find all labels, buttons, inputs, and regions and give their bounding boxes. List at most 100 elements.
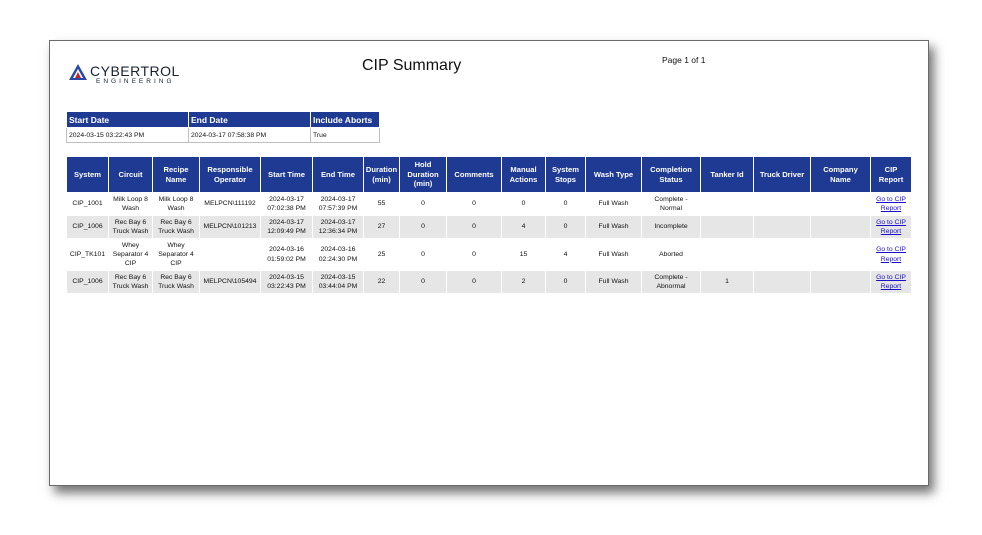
- cell-cip-report: Go to CIP Report: [870, 192, 912, 216]
- cell-manual-actions: 4: [501, 215, 546, 239]
- cell-system: CIP_1001: [66, 192, 109, 216]
- column-header-responsible-operator: Responsible Operator: [199, 156, 261, 193]
- cell-duration: 22: [363, 270, 400, 294]
- page-number: Page 1 of 1: [662, 55, 706, 65]
- cell-system: CIP_1006: [66, 215, 109, 239]
- cell-end-time: 2024-03-17 12:36:34 PM: [312, 215, 364, 239]
- cell-circuit: Rec Bay 6 Truck Wash: [108, 215, 153, 239]
- cell-wash-type: Full Wash: [585, 215, 642, 239]
- table-row: CIP_1006 Rec Bay 6 Truck Wash Rec Bay 6 Tr…: [66, 215, 912, 239]
- param-header-include-aborts: Include Aborts: [310, 111, 380, 128]
- parameters-header-row: Start Date End Date Include Aborts: [66, 111, 380, 128]
- table-header-row: System Circuit Recipe Name Responsible Oper…: [66, 156, 912, 193]
- column-header-tanker-id: Tanker Id: [700, 156, 754, 193]
- column-header-end-time: End Time: [312, 156, 364, 193]
- cell-circuit: Whey Separator 4 CIP: [108, 238, 153, 271]
- cell-start-time: 2024-03-17 12:09:49 PM: [260, 215, 313, 239]
- cell-manual-actions: 15: [501, 238, 546, 271]
- cell-truck-driver: [753, 215, 811, 239]
- cell-cip-report: Go to CIP Report: [870, 270, 912, 294]
- column-header-wash-type: Wash Type: [585, 156, 642, 193]
- cell-completion-status: Incomplete: [641, 215, 701, 239]
- cell-tanker-id: [700, 215, 754, 239]
- cell-hold-duration: 0: [399, 192, 447, 216]
- cell-system-stops: 0: [545, 215, 586, 239]
- cell-start-time: 2024-03-17 07:02:38 PM: [260, 192, 313, 216]
- cell-system: CIP_TK101: [66, 238, 109, 271]
- column-header-system-stops: System Stops: [545, 156, 586, 193]
- cell-end-time: 2024-03-15 03:44:04 PM: [312, 270, 364, 294]
- column-header-start-time: Start Time: [260, 156, 313, 193]
- cell-hold-duration: 0: [399, 270, 447, 294]
- cell-wash-type: Full Wash: [585, 270, 642, 294]
- param-header-end-date: End Date: [188, 111, 311, 128]
- param-start-date: 2024-03-15 03:22:43 PM: [66, 127, 189, 143]
- param-include-aborts: True: [310, 127, 380, 143]
- param-header-start-date: Start Date: [66, 111, 189, 128]
- cell-comments: 0: [446, 238, 502, 271]
- go-to-cip-report-link[interactable]: Go to CIP Report: [876, 218, 906, 235]
- report-title: CIP Summary: [362, 57, 462, 74]
- cell-company-name: [810, 215, 871, 239]
- cell-responsible-operator: MELPCN\105494: [199, 270, 261, 294]
- cell-duration: 25: [363, 238, 400, 271]
- cell-recipe-name: Rec Bay 6 Truck Wash: [152, 215, 200, 239]
- cell-truck-driver: [753, 270, 811, 294]
- cell-duration: 27: [363, 215, 400, 239]
- table-row: CIP_1001 Milk Loop 8 Wash Milk Loop 8 Wash…: [66, 192, 912, 216]
- table-row: CIP_1006 Rec Bay 6 Truck Wash Rec Bay 6 Tr…: [66, 270, 912, 294]
- logo-subtitle: ENGINEERING: [96, 78, 175, 85]
- cell-company-name: [810, 192, 871, 216]
- parameters-table: Start Date End Date Include Aborts 2024-…: [66, 111, 380, 143]
- cell-responsible-operator: MELPCN\111192: [199, 192, 261, 216]
- cell-system-stops: 4: [545, 238, 586, 271]
- cell-comments: 0: [446, 270, 502, 294]
- column-header-comments: Comments: [446, 156, 502, 193]
- cell-hold-duration: 0: [399, 215, 447, 239]
- cell-completion-status: Aborted: [641, 238, 701, 271]
- cell-start-time: 2024-03-16 01:59:02 PM: [260, 238, 313, 271]
- cell-comments: 0: [446, 215, 502, 239]
- cell-truck-driver: [753, 238, 811, 271]
- go-to-cip-report-link[interactable]: Go to CIP Report: [876, 246, 906, 263]
- cell-wash-type: Full Wash: [585, 238, 642, 271]
- logo-triangle-icon: [69, 64, 87, 80]
- cell-cip-report: Go to CIP Report: [870, 215, 912, 239]
- column-header-truck-driver: Truck Driver: [753, 156, 811, 193]
- cell-responsible-operator: [199, 238, 261, 271]
- column-header-circuit: Circuit: [108, 156, 153, 193]
- column-header-hold-duration: Hold Duration (min): [399, 156, 447, 193]
- cell-company-name: [810, 238, 871, 271]
- cell-start-time: 2024-03-15 03:22:43 PM: [260, 270, 313, 294]
- cell-duration: 55: [363, 192, 400, 216]
- cell-cip-report: Go to CIP Report: [870, 238, 912, 271]
- column-header-completion-status: Completion Status: [641, 156, 701, 193]
- cell-tanker-id: 1: [700, 270, 754, 294]
- cell-end-time: 2024-03-17 07:57:39 PM: [312, 192, 364, 216]
- cell-tanker-id: [700, 192, 754, 216]
- cell-manual-actions: 2: [501, 270, 546, 294]
- cell-system-stops: 0: [545, 270, 586, 294]
- cell-recipe-name: Milk Loop 8 Wash: [152, 192, 200, 216]
- column-header-manual-actions: Manual Actions: [501, 156, 546, 193]
- param-end-date: 2024-03-17 07:58:38 PM: [188, 127, 311, 143]
- column-header-recipe-name: Recipe Name: [152, 156, 200, 193]
- cip-summary-table: System Circuit Recipe Name Responsible Oper…: [66, 156, 912, 294]
- table-row: CIP_TK101 Whey Separator 4 CIP Whey Separa…: [66, 238, 912, 271]
- cell-truck-driver: [753, 192, 811, 216]
- cell-recipe-name: Rec Bay 6 Truck Wash: [152, 270, 200, 294]
- column-header-system: System: [66, 156, 109, 193]
- company-logo: CYBERTROL ENGINEERING: [68, 63, 180, 87]
- report-page: CYBERTROL ENGINEERING CIP Summary Page 1…: [49, 40, 929, 486]
- go-to-cip-report-link[interactable]: Go to CIP Report: [876, 195, 906, 212]
- cell-circuit: Milk Loop 8 Wash: [108, 192, 153, 216]
- cell-company-name: [810, 270, 871, 294]
- cell-circuit: Rec Bay 6 Truck Wash: [108, 270, 153, 294]
- cell-wash-type: Full Wash: [585, 192, 642, 216]
- cell-system-stops: 0: [545, 192, 586, 216]
- cell-recipe-name: Whey Separator 4 CIP: [152, 238, 200, 271]
- column-header-company-name: Company Name: [810, 156, 871, 193]
- column-header-duration: Duration (min): [363, 156, 400, 193]
- go-to-cip-report-link[interactable]: Go to CIP Report: [876, 273, 906, 290]
- cell-system: CIP_1006: [66, 270, 109, 294]
